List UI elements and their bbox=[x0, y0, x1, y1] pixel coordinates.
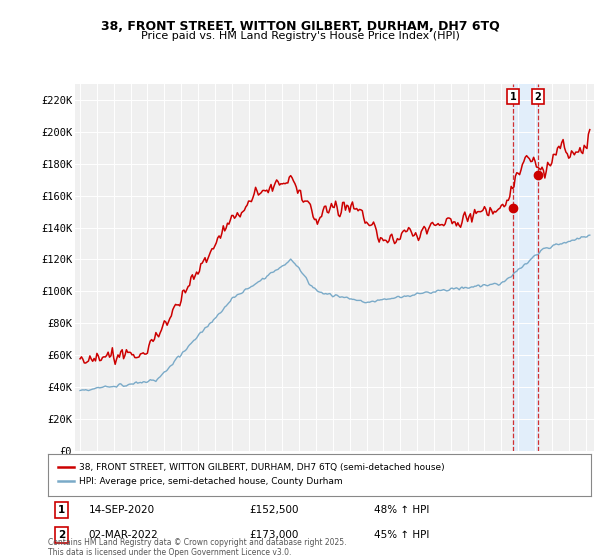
Text: £152,500: £152,500 bbox=[249, 505, 298, 515]
Text: 2: 2 bbox=[535, 92, 541, 102]
Text: 14-SEP-2020: 14-SEP-2020 bbox=[89, 505, 155, 515]
Text: £173,000: £173,000 bbox=[249, 530, 298, 540]
Text: 02-MAR-2022: 02-MAR-2022 bbox=[89, 530, 158, 540]
Text: 1: 1 bbox=[510, 92, 517, 102]
Text: 2: 2 bbox=[58, 530, 65, 540]
Legend: 38, FRONT STREET, WITTON GILBERT, DURHAM, DH7 6TQ (semi-detached house), HPI: Av: 38, FRONT STREET, WITTON GILBERT, DURHAM… bbox=[53, 458, 450, 491]
Text: 38, FRONT STREET, WITTON GILBERT, DURHAM, DH7 6TQ: 38, FRONT STREET, WITTON GILBERT, DURHAM… bbox=[101, 20, 499, 32]
Text: 48% ↑ HPI: 48% ↑ HPI bbox=[374, 505, 429, 515]
Bar bbox=[513, 84, 538, 451]
Text: 1: 1 bbox=[58, 505, 65, 515]
Text: Price paid vs. HM Land Registry's House Price Index (HPI): Price paid vs. HM Land Registry's House … bbox=[140, 31, 460, 41]
Text: 45% ↑ HPI: 45% ↑ HPI bbox=[374, 530, 429, 540]
Text: Contains HM Land Registry data © Crown copyright and database right 2025.
This d: Contains HM Land Registry data © Crown c… bbox=[48, 538, 347, 557]
